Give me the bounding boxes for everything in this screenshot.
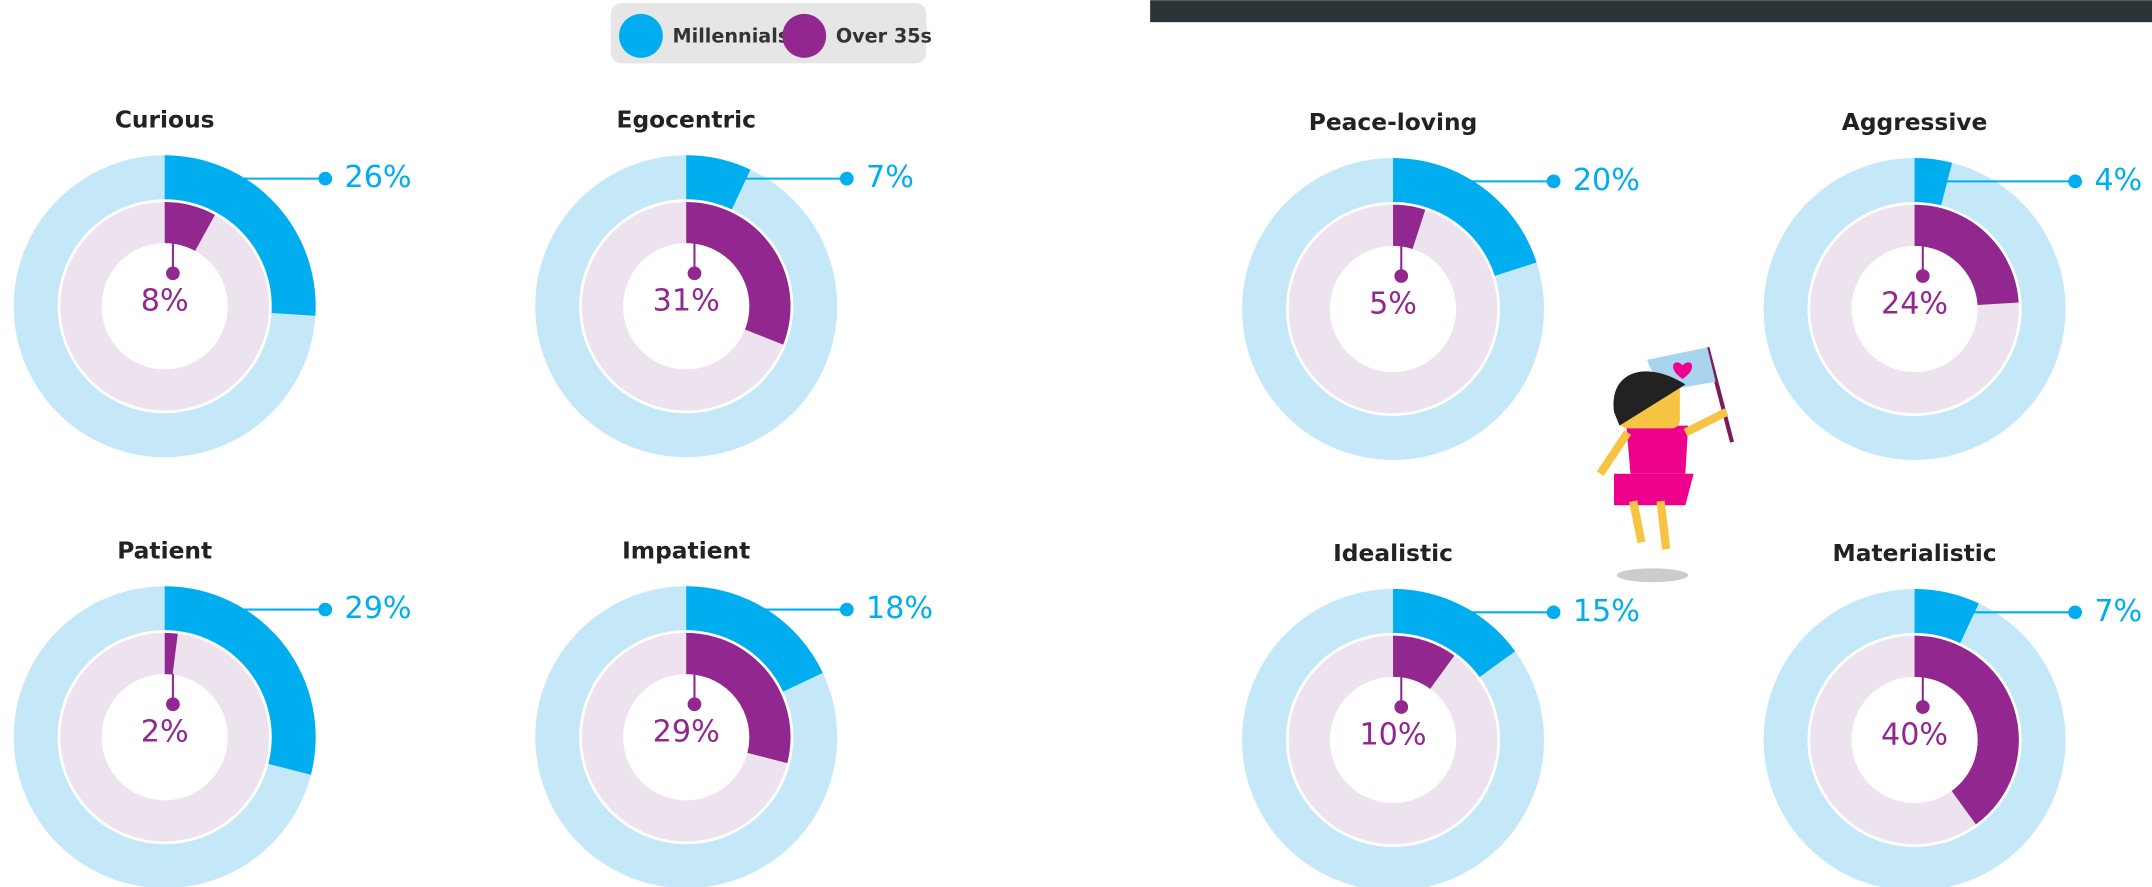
- label-dot: [1916, 700, 1930, 714]
- over35-value-label: 31%: [653, 284, 720, 319]
- millennials-value-label: 15%: [1573, 594, 1640, 629]
- millennials-value-label: 20%: [1573, 163, 1640, 198]
- over35-value-label: 29%: [653, 715, 720, 750]
- legend-swatch: [782, 14, 826, 58]
- label-dot: [688, 266, 702, 280]
- legend-swatch: [619, 14, 663, 58]
- millennials-value-label: 4%: [2094, 163, 2142, 198]
- over35-value-label: 5%: [1369, 286, 1417, 321]
- chart-title: Patient: [117, 536, 212, 564]
- label-dot: [840, 603, 854, 617]
- chart-title: Aggressive: [1842, 108, 1988, 136]
- legend-label: Over 35s: [836, 25, 932, 48]
- label-dot: [688, 697, 702, 711]
- millennials-value-label: 18%: [866, 591, 933, 626]
- label-dot: [1547, 175, 1561, 189]
- over35-value-label: 24%: [1881, 286, 1948, 321]
- label-dot: [166, 697, 180, 711]
- label-dot: [1916, 269, 1930, 283]
- label-dot: [2068, 175, 2082, 189]
- photo-strip: [1150, 0, 2152, 22]
- label-dot: [318, 172, 332, 186]
- label-dot: [2068, 605, 2082, 619]
- chart-title: Idealistic: [1333, 539, 1453, 567]
- label-dot: [166, 266, 180, 280]
- over35-value-label: 40%: [1881, 717, 1948, 752]
- label-dot: [318, 603, 332, 617]
- label-dot: [1394, 700, 1408, 714]
- page: Millennials Over 35s Curious 26% 8% Egocentri…: [0, 0, 2152, 887]
- chart-title: Curious: [115, 105, 215, 133]
- girl-illustration: [1600, 347, 1732, 582]
- over35-value-label: 8%: [141, 284, 189, 319]
- label-dot: [1547, 605, 1561, 619]
- label-dot: [840, 172, 854, 186]
- millennials-value-label: 7%: [2094, 594, 2142, 629]
- chart-title: Peace-loving: [1309, 108, 1478, 136]
- chart-title: Impatient: [622, 536, 750, 564]
- label-dot: [1394, 269, 1408, 283]
- legend-label: Millennials: [673, 25, 790, 48]
- millennials-value-label: 29%: [344, 591, 411, 626]
- millennials-value-label: 7%: [866, 160, 914, 195]
- chart-title: Egocentric: [617, 105, 756, 133]
- millennials-value-label: 26%: [344, 160, 411, 195]
- over35-value-label: 2%: [141, 715, 189, 750]
- over35-value-label: 10%: [1359, 717, 1426, 752]
- chart-title: Materialistic: [1833, 539, 1997, 567]
